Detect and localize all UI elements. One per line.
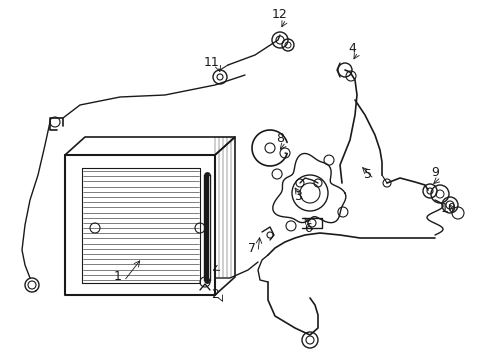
Text: 5: 5 (363, 168, 371, 181)
Text: 9: 9 (430, 166, 438, 180)
Text: 11: 11 (203, 55, 220, 68)
Text: 3: 3 (293, 190, 301, 203)
Text: 1: 1 (114, 270, 122, 284)
Text: 8: 8 (275, 131, 284, 144)
Text: 6: 6 (304, 221, 311, 234)
Text: 10: 10 (440, 202, 456, 215)
Text: 12: 12 (271, 9, 287, 22)
Text: 2: 2 (211, 288, 219, 301)
Text: 7: 7 (247, 242, 256, 255)
Text: 4: 4 (347, 41, 355, 54)
